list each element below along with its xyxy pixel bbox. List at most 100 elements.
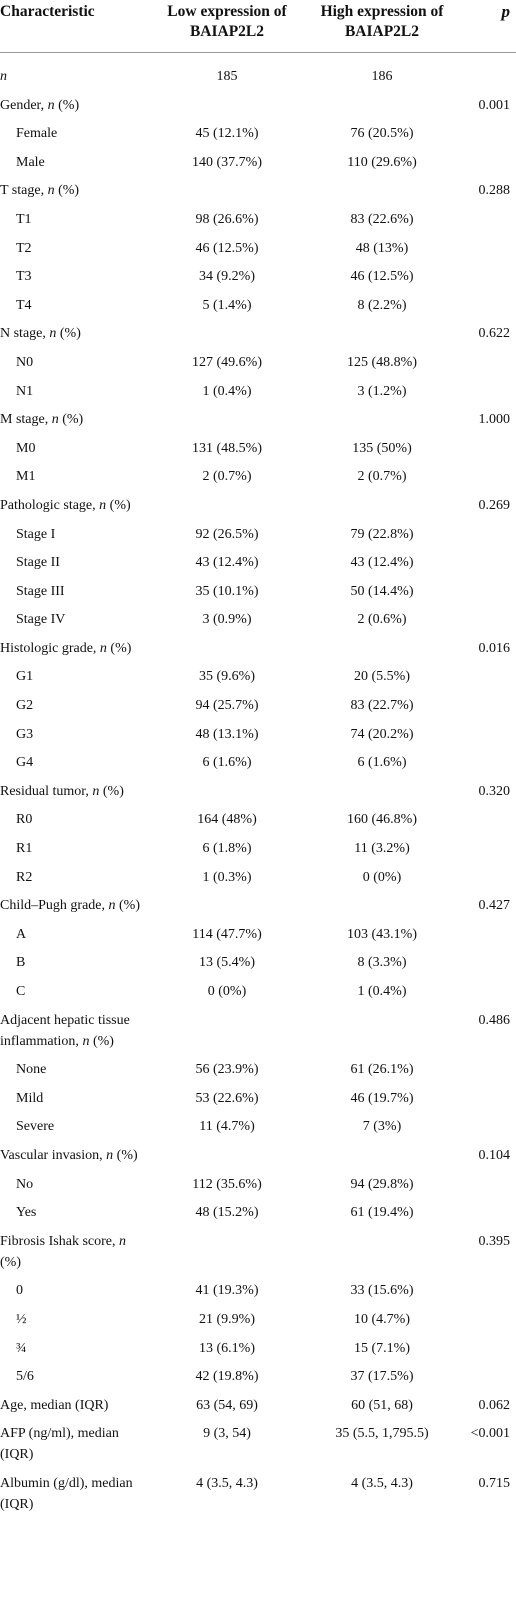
p-value bbox=[462, 1362, 516, 1391]
p-value bbox=[462, 548, 516, 577]
table-row: G2 94 (25.7%) 83 (22.7%) bbox=[0, 691, 516, 720]
cell: 3 (1.2%) bbox=[357, 383, 407, 399]
cell: 185 bbox=[216, 69, 238, 84]
cell: 8 (3.3%) bbox=[357, 955, 407, 971]
row-label: M0 bbox=[16, 440, 36, 456]
cell: 46 (19.7%) bbox=[350, 1090, 414, 1106]
cell bbox=[302, 320, 462, 349]
row-label: R1 bbox=[16, 841, 33, 857]
p-value bbox=[462, 1113, 516, 1142]
p-value bbox=[462, 377, 516, 406]
row-label: Male bbox=[16, 154, 45, 170]
p-value bbox=[462, 1334, 516, 1363]
cell: 112 (35.6%) bbox=[192, 1176, 262, 1192]
p-value bbox=[462, 920, 516, 949]
table-row: R1 6 (1.8%) 11 (3.2%) bbox=[0, 834, 516, 863]
cell: 43 (12.4%) bbox=[195, 555, 259, 571]
table-row: No 112 (35.6%) 94 (29.8%) bbox=[0, 1170, 516, 1199]
header-cell: p bbox=[462, 0, 516, 53]
cell: 13 (6.1%) bbox=[199, 1340, 255, 1356]
row-label: Stage II bbox=[16, 555, 60, 571]
cell: 35 (5.5, 1,795.5) bbox=[335, 1426, 429, 1442]
table-row: Stage I 92 (26.5%) 79 (22.8%) bbox=[0, 520, 516, 549]
header-cell: High expression of BAIAP2L2 bbox=[302, 0, 462, 53]
cell: 8 (2.2%) bbox=[357, 297, 407, 313]
row-label: R0 bbox=[16, 812, 33, 828]
p-value bbox=[462, 806, 516, 835]
row-label: T1 bbox=[16, 211, 32, 227]
row-label: Histologic grade, n (%) bbox=[0, 640, 132, 656]
cell bbox=[152, 177, 302, 206]
cell: 4 (3.5, 4.3) bbox=[196, 1475, 258, 1491]
row-label: None bbox=[16, 1062, 47, 1078]
table-row: G1 35 (9.6%) 20 (5.5%) bbox=[0, 663, 516, 692]
table-row: M1 2 (0.7%) 2 (0.7%) bbox=[0, 463, 516, 492]
cell: 34 (9.2%) bbox=[199, 269, 255, 285]
table-row: Yes 48 (15.2%) 61 (19.4%) bbox=[0, 1198, 516, 1227]
cell bbox=[302, 177, 462, 206]
table-row: N0 127 (49.6%) 125 (48.8%) bbox=[0, 348, 516, 377]
p-value bbox=[462, 234, 516, 263]
cell bbox=[152, 634, 302, 663]
p-value bbox=[462, 863, 516, 892]
p-value: <0.001 bbox=[470, 1426, 510, 1442]
p-value: 0.016 bbox=[478, 640, 511, 656]
p-value bbox=[462, 291, 516, 320]
cell bbox=[152, 491, 302, 520]
table-row: Female 45 (12.1%) 76 (20.5%) bbox=[0, 119, 516, 148]
p-value bbox=[462, 205, 516, 234]
table-row: Stage IV 3 (0.9%) 2 (0.6%) bbox=[0, 605, 516, 634]
cell bbox=[152, 1006, 302, 1056]
row-label: A bbox=[16, 926, 27, 942]
table-row: ½ 21 (9.9%) 10 (4.7%) bbox=[0, 1305, 516, 1334]
row-label: Residual tumor, n (%) bbox=[0, 783, 124, 799]
p-value: 0.427 bbox=[478, 898, 511, 914]
row-label: No bbox=[16, 1176, 34, 1192]
cell: 37 (17.5%) bbox=[350, 1369, 414, 1385]
p-value bbox=[462, 1055, 516, 1084]
table-row: R0 164 (48%) 160 (46.8%) bbox=[0, 806, 516, 835]
p-value bbox=[462, 148, 516, 177]
cell bbox=[152, 891, 302, 920]
row-label: T4 bbox=[16, 297, 32, 313]
table-row: Histologic grade, n (%) 0.016 bbox=[0, 634, 516, 663]
cell bbox=[152, 405, 302, 434]
p-value bbox=[462, 1170, 516, 1199]
p-value bbox=[462, 520, 516, 549]
table-row: A 114 (47.7%) 103 (43.1%) bbox=[0, 920, 516, 949]
cell: 94 (29.8%) bbox=[350, 1176, 414, 1192]
row-label: Stage IV bbox=[16, 612, 66, 628]
cell: 46 (12.5%) bbox=[350, 269, 414, 285]
cell: 35 (9.6%) bbox=[199, 669, 255, 685]
cell bbox=[152, 777, 302, 806]
cell: 186 bbox=[371, 69, 393, 84]
characteristics-table: Characteristic Low expression of BAIAP2L… bbox=[0, 0, 516, 1519]
row-label: Mild bbox=[16, 1090, 44, 1106]
cell: 21 (9.9%) bbox=[199, 1311, 255, 1327]
table-row: Fibrosis Ishak score, n (%) 0.395 bbox=[0, 1227, 516, 1277]
row-label: Yes bbox=[16, 1205, 37, 1221]
p-value: 0.062 bbox=[478, 1397, 511, 1413]
cell: 41 (19.3%) bbox=[195, 1283, 259, 1299]
cell: 0 (0%) bbox=[207, 984, 247, 999]
cell bbox=[302, 491, 462, 520]
table-row: Albumin (g/dl), median (IQR) 4 (3.5, 4.3)… bbox=[0, 1469, 516, 1519]
cell: 13 (5.4%) bbox=[199, 955, 255, 971]
cell: 140 (37.7%) bbox=[192, 154, 262, 170]
row-label: Vascular invasion, n (%) bbox=[0, 1147, 138, 1163]
cell: 43 (12.4%) bbox=[350, 555, 414, 571]
p-value: 0.288 bbox=[478, 183, 511, 199]
row-label: Age, median (IQR) bbox=[0, 1397, 109, 1413]
cell: 20 (5.5%) bbox=[354, 669, 410, 685]
header-cell: Low expression of BAIAP2L2 bbox=[152, 0, 302, 53]
cell: 45 (12.1%) bbox=[195, 126, 259, 142]
cell: 79 (22.8%) bbox=[350, 526, 414, 542]
row-label: G3 bbox=[16, 726, 34, 742]
cell bbox=[302, 1006, 462, 1056]
table-row: N1 1 (0.4%) 3 (1.2%) bbox=[0, 377, 516, 406]
cell: 76 (20.5%) bbox=[350, 126, 414, 142]
p-value bbox=[462, 119, 516, 148]
cell bbox=[302, 405, 462, 434]
row-label: B bbox=[16, 955, 26, 971]
cell: 5 (1.4%) bbox=[202, 297, 252, 313]
